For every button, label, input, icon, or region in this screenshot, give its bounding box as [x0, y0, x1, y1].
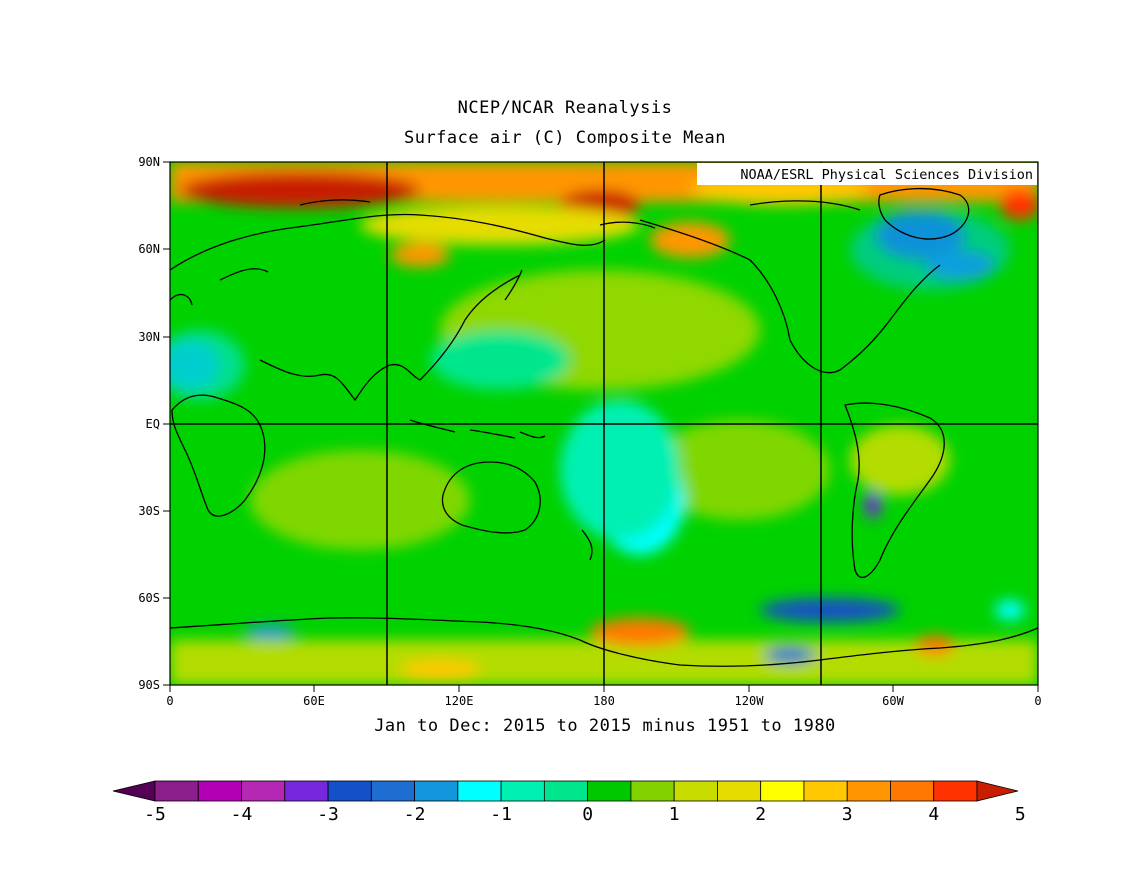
colorbar-swatch — [846, 780, 891, 802]
colorbar-swatch — [414, 780, 459, 802]
colorbar-swatch — [630, 780, 675, 802]
lon-label-0-east: 0 — [1034, 694, 1041, 708]
lon-label-60e: 60E — [303, 694, 325, 708]
colorbar-swatch — [327, 780, 372, 802]
grid-lines — [170, 162, 1038, 685]
colorbar-swatch — [587, 780, 632, 802]
cb-label: 1 — [669, 804, 680, 825]
date-range-label: Jan to Dec: 2015 to 2015 minus 1951 to 1… — [374, 716, 836, 736]
cb-label: 2 — [755, 804, 766, 825]
credit-text: NOAA/ESRL Physical Sciences Division — [740, 167, 1033, 183]
lat-label-eq: EQ — [146, 417, 160, 431]
tick-marks — [163, 161, 1039, 692]
colorbar-right-arrow — [976, 780, 1019, 802]
colorbar-swatch — [933, 780, 978, 802]
colorbar-swatch — [500, 780, 545, 802]
lat-label-90n: 90N — [138, 155, 160, 169]
chart-subtitle: Surface air (C) Composite Mean — [403, 128, 727, 148]
coastlines — [170, 187, 1038, 667]
lat-label-60n: 60N — [138, 242, 160, 256]
lat-label-30s: 30S — [138, 504, 160, 518]
cb-label: -3 — [317, 804, 339, 825]
colorbar-swatch — [803, 780, 848, 802]
colorbar-swatch — [370, 780, 415, 802]
colorbar-swatch — [673, 780, 718, 802]
cb-label: 5 — [1015, 804, 1026, 825]
colorbar-left-arrow — [112, 780, 156, 802]
cb-label: -5 — [144, 804, 166, 825]
colorbar-swatch — [890, 780, 935, 802]
lon-label-120w: 120W — [735, 694, 765, 708]
cb-label: -1 — [490, 804, 512, 825]
cb-label: 0 — [582, 804, 593, 825]
chart-title: NCEP/NCAR Reanalysis — [457, 98, 673, 118]
color-bar — [112, 780, 1019, 802]
lat-label-90s: 90S — [138, 678, 160, 692]
colorbar-swatch — [457, 780, 502, 802]
colorbar-swatch — [241, 780, 286, 802]
colorbar-swatch — [717, 780, 762, 802]
cb-label: 4 — [928, 804, 939, 825]
lon-label-60w: 60W — [882, 694, 904, 708]
lon-label-180: 180 — [593, 694, 615, 708]
cb-label: -4 — [231, 804, 253, 825]
lat-label-60s: 60S — [138, 591, 160, 605]
colorbar-swatch — [543, 780, 589, 802]
lat-label-30n: 30N — [138, 330, 160, 344]
colorbar-swatch — [197, 780, 242, 802]
colorbar-swatch — [760, 780, 805, 802]
lon-label-120e: 120E — [445, 694, 474, 708]
color-bar-labels: -5 -4 -3 -2 -1 0 1 2 3 4 5 — [144, 804, 1026, 825]
colorbar-swatch — [154, 780, 199, 802]
colorbar-swatch — [284, 780, 329, 802]
anomaly-field — [170, 162, 1038, 685]
credit-box — [697, 163, 1037, 185]
cb-label: -2 — [404, 804, 426, 825]
lon-label-0: 0 — [166, 694, 173, 708]
cb-label: 3 — [842, 804, 853, 825]
